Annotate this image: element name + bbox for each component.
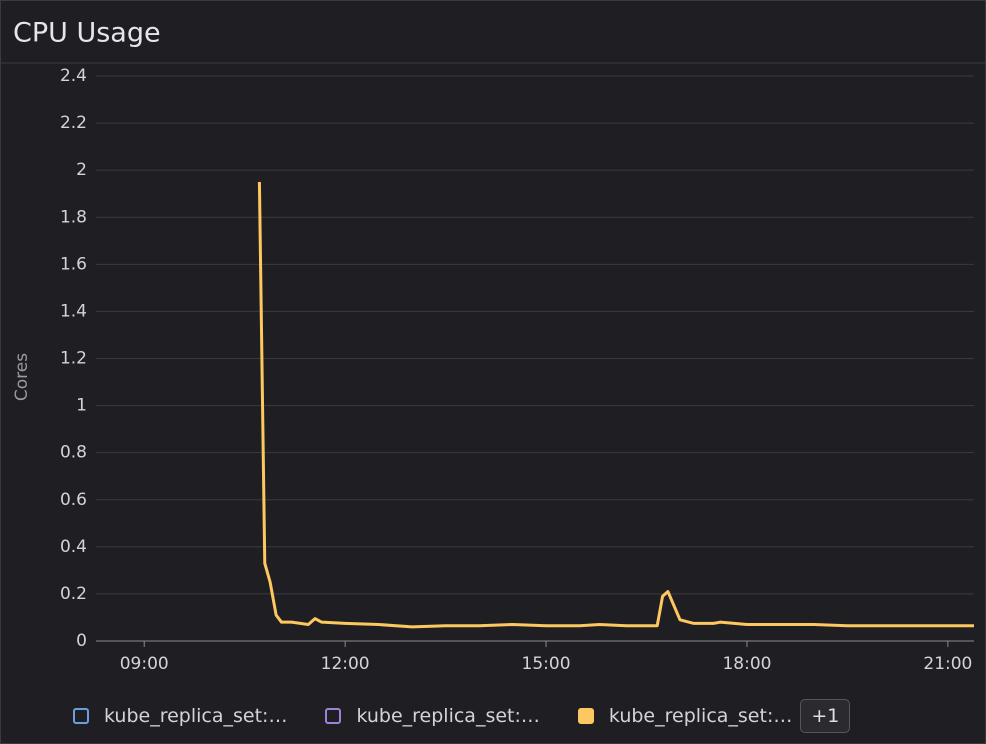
line-series [257, 181, 974, 629]
legend-item[interactable]: kube_replica_set:… [577, 705, 793, 727]
y-tick-label: 1 [76, 396, 87, 416]
y-tick-label: 1.4 [60, 301, 87, 321]
x-tick-label: 18:00 [722, 654, 771, 674]
legend-item[interactable]: kube_replica_set:… [73, 705, 287, 727]
y-tick-label: 1.8 [60, 207, 87, 227]
y-tick-label: 2.4 [60, 66, 87, 86]
x-tick-label: 09:00 [120, 654, 169, 674]
legend-item[interactable]: kube_replica_set:… [325, 705, 540, 727]
y-tick-label: 0.6 [60, 490, 87, 510]
y-tick-label: 0.8 [60, 443, 87, 463]
x-tick-label: 21:00 [923, 654, 972, 674]
y-tick-label: 1.2 [60, 349, 87, 369]
y-tick-label: 0.4 [60, 537, 87, 557]
legend-label: kube_replica_set:… [356, 705, 540, 727]
y-tick-label: 0.2 [60, 584, 87, 604]
x-tick-label: 15:00 [522, 654, 571, 674]
x-tick-label: 12:00 [321, 654, 370, 674]
more-button[interactable]: +1 [800, 699, 851, 733]
y-tick-label: 2 [76, 160, 87, 180]
legend-label: kube_replica_set:… [104, 705, 288, 727]
y-axis-label: Cores [12, 353, 32, 401]
legend-swatch [73, 708, 89, 724]
legend-label: kube_replica_set:… [608, 705, 793, 727]
chart-title: CPU Usage [13, 18, 161, 49]
legend-swatch [325, 708, 342, 724]
legend: kube_replica_set:… kube_replica_set:… kube… [73, 699, 851, 733]
legend-swatch [577, 708, 594, 724]
y-tick-label: 2.2 [60, 113, 87, 133]
y-tick-label: 1.6 [60, 254, 87, 274]
y-tick-label: 0 [76, 631, 87, 651]
